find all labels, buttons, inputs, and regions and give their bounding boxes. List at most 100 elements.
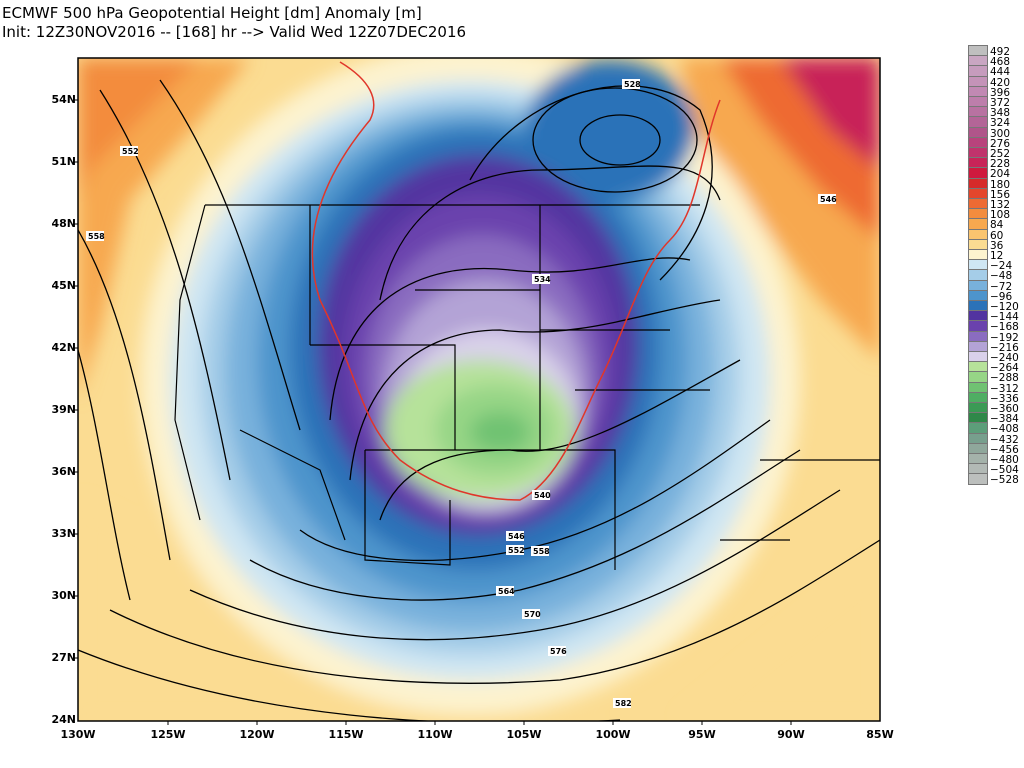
colorbar-label: −384 (990, 413, 1019, 426)
colorbar-label: 348 (990, 107, 1011, 120)
svg-text:546: 546 (508, 532, 525, 541)
contour-label: 552 (120, 146, 139, 156)
colorbar-label: −528 (990, 474, 1019, 487)
height-contours (78, 79, 880, 721)
svg-text:534: 534 (534, 275, 551, 284)
contour-label: 546 (818, 194, 837, 204)
lat-label: 42N (51, 341, 76, 354)
colorbar-label: −288 (990, 372, 1019, 385)
lat-label: 27N (51, 651, 76, 664)
colorbar-label: −480 (990, 454, 1019, 466)
lon-label: 95W (688, 728, 716, 741)
colorbar-label: −216 (990, 341, 1019, 354)
svg-text:552: 552 (508, 546, 525, 555)
colorbar-label: 60 (990, 229, 1004, 242)
svg-text:528: 528 (624, 80, 641, 89)
svg-text:576: 576 (550, 647, 567, 656)
colorbar-label: 36 (990, 239, 1004, 252)
lat-label: 51N (51, 155, 76, 168)
colorbar-label: −96 (990, 290, 1013, 303)
axis-ticks (74, 99, 792, 725)
colorbar-label: −360 (990, 403, 1019, 415)
map-frame (77, 57, 881, 722)
contour-label: 582 (613, 698, 632, 708)
colorbar-label: −264 (990, 362, 1019, 375)
colorbar-label: −192 (990, 331, 1019, 344)
colorbar-label: 324 (990, 117, 1011, 130)
lat-label: 33N (51, 527, 76, 540)
contour-label: 564 (496, 586, 515, 596)
lon-label: 115W (328, 728, 364, 741)
map-title: ECMWF 500 hPa Geopotential Height [dm] A… (2, 4, 422, 22)
lon-label: 90W (777, 728, 805, 741)
colorbar-label: −24 (990, 260, 1013, 273)
svg-text:558: 558 (533, 547, 550, 556)
colorbar-label: −408 (990, 423, 1019, 436)
colorbar-label: 420 (990, 76, 1011, 89)
political-borders (174, 204, 880, 570)
colorbar-label: 468 (990, 56, 1011, 69)
colorbar-label: 444 (990, 66, 1011, 79)
lat-label: 45N (51, 279, 76, 292)
contour-label: 528 (622, 79, 641, 89)
colorbar-label: −48 (990, 270, 1013, 283)
lon-label: 85W (866, 728, 894, 741)
colorbar-label: −120 (990, 301, 1019, 313)
lon-label: 125W (150, 728, 186, 741)
colorbar-label: −240 (990, 352, 1019, 364)
colorbar-label: −504 (990, 464, 1019, 477)
lon-label: 105W (506, 728, 542, 741)
colorbar-label: −144 (990, 311, 1019, 324)
svg-text:564: 564 (498, 587, 515, 596)
svg-text:552: 552 (122, 147, 139, 156)
svg-text:546: 546 (820, 195, 837, 204)
colorbar-label: 300 (990, 127, 1011, 140)
colorbar-label: −312 (990, 382, 1019, 395)
lat-label: 39N (51, 403, 76, 416)
colorbar-label: −168 (990, 321, 1019, 334)
lat-label: 48N (51, 217, 76, 230)
svg-text:558: 558 (88, 232, 105, 241)
lon-label: 120W (239, 728, 275, 741)
colorbar-label: 276 (990, 137, 1011, 150)
lon-label: 130W (60, 728, 96, 741)
contour-label: 558 (531, 546, 550, 556)
lat-label: 24N (51, 713, 76, 726)
colorbar-label: 228 (990, 158, 1011, 171)
colorbar-label: 108 (990, 209, 1011, 222)
colorbar-label: −456 (990, 443, 1019, 456)
colorbar-label: 84 (990, 219, 1004, 232)
contour-label: 534 (532, 274, 551, 284)
freezing-line (311, 61, 721, 501)
colorbar-label: 12 (990, 250, 1004, 262)
colorbar-label: 180 (990, 178, 1011, 191)
lat-label: 30N (51, 589, 76, 602)
lon-label: 110W (417, 728, 453, 741)
svg-text:570: 570 (524, 610, 541, 619)
map-subtitle: Init: 12Z30NOV2016 -- [168] hr --> Valid… (2, 23, 467, 41)
colorbar-label: 132 (990, 199, 1011, 211)
contour-label: 552 (506, 545, 525, 555)
colorbar-label: 492 (990, 46, 1011, 58)
lat-label: 36N (51, 465, 76, 478)
colorbar-label: 372 (990, 97, 1011, 109)
contour-label: 576 (548, 646, 567, 656)
anomaly-shading (78, 58, 880, 721)
contour-label: 546 (506, 531, 525, 541)
colorbar-swatch (968, 473, 988, 485)
anomaly-map: 528 534 540 546 546 552 552 558 558 564 … (74, 57, 881, 725)
colorbar-label: −336 (990, 392, 1019, 405)
colorbar-label: −72 (990, 280, 1013, 293)
contour-label: 570 (522, 609, 541, 619)
colorbar-label: 252 (990, 148, 1011, 160)
contour-label: 540 (532, 490, 551, 500)
contour-label-group: 528 534 540 546 546 552 552 558 558 564 … (86, 79, 837, 708)
lat-label: 54N (51, 93, 76, 106)
colorbar-label: −432 (990, 433, 1019, 446)
svg-text:540: 540 (534, 491, 551, 500)
colorbar-label: 396 (990, 86, 1011, 99)
colorbar-label: 204 (990, 168, 1011, 181)
lon-label: 100W (595, 728, 631, 741)
colorbar-label: 156 (990, 188, 1011, 201)
svg-text:582: 582 (615, 699, 632, 708)
